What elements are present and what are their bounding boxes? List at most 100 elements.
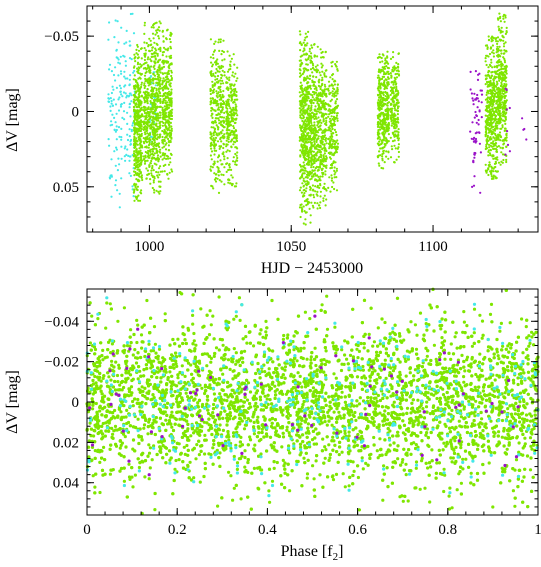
data-point: [299, 114, 302, 117]
data-point: [157, 176, 160, 179]
data-point: [143, 47, 146, 50]
data-point: [168, 38, 171, 41]
data-point: [214, 180, 218, 183]
data-point: [141, 178, 144, 182]
data-point: [138, 173, 141, 176]
data-point: [234, 141, 237, 144]
data-point: [496, 156, 499, 159]
data-point: [319, 175, 322, 178]
series-0: [107, 12, 158, 209]
data-point: [324, 160, 327, 163]
data-point: [333, 143, 336, 146]
data-point: [151, 140, 154, 143]
data-point: [235, 79, 238, 82]
data-point: [313, 124, 316, 127]
data-point: [145, 122, 148, 126]
data-point: [232, 160, 235, 163]
data-point: [305, 97, 308, 100]
data-point: [319, 128, 323, 131]
data-point: [312, 206, 315, 209]
data-point: [133, 126, 136, 129]
data-point: [332, 118, 335, 121]
data-point: [218, 70, 221, 73]
data-point: [336, 142, 340, 145]
data-point: [159, 22, 162, 25]
data-point: [385, 155, 388, 158]
data-point: [136, 185, 139, 188]
data-point: [496, 158, 499, 161]
data-point: [151, 121, 154, 124]
data-point: [134, 172, 137, 175]
data-point: [327, 89, 330, 92]
data-point: [307, 156, 311, 159]
data-point: [498, 79, 501, 82]
data-point: [150, 86, 153, 89]
data-point: [379, 56, 382, 59]
data-point: [376, 155, 379, 158]
data-point: [127, 95, 130, 98]
data-point: [310, 121, 313, 125]
data-point: [232, 133, 235, 136]
data-point: [120, 72, 123, 75]
data-point: [161, 139, 164, 142]
data-point: [134, 103, 137, 107]
data-point: [504, 127, 507, 130]
data-point: [501, 153, 505, 156]
data-point: [232, 127, 236, 130]
data-point: [325, 142, 328, 145]
data-point: [218, 67, 221, 70]
data-point: [386, 50, 389, 53]
data-point: [129, 12, 132, 16]
data-point: [134, 154, 137, 157]
data-point: [310, 153, 313, 156]
data-point: [166, 28, 169, 31]
data-point: [478, 142, 481, 145]
data-point: [157, 144, 160, 147]
data-point: [319, 206, 322, 210]
data-point: [216, 74, 220, 78]
data-point: [319, 160, 322, 163]
data-point: [307, 121, 311, 124]
data-point: [154, 109, 157, 112]
data-point: [318, 149, 321, 152]
data-point: [303, 210, 306, 213]
data-point: [153, 152, 157, 155]
data-point: [327, 115, 330, 118]
data-point: [498, 88, 501, 91]
data-point: [152, 175, 155, 178]
data-point: [153, 128, 156, 132]
data-point: [120, 145, 123, 148]
data-point: [110, 102, 113, 105]
data-point: [222, 119, 225, 122]
data-point: [475, 131, 478, 134]
data-point: [493, 162, 497, 165]
data-point: [319, 91, 322, 94]
data-point: [159, 49, 162, 53]
data-point: [309, 221, 312, 224]
data-point: [387, 157, 390, 160]
data-point: [308, 171, 311, 174]
data-point: [211, 97, 214, 100]
data-point: [153, 134, 156, 137]
data-point: [151, 24, 155, 27]
data-point: [330, 83, 333, 86]
data-point: [320, 135, 323, 138]
data-point: [320, 111, 323, 114]
data-point: [134, 60, 137, 63]
data-point: [138, 88, 141, 91]
data-point: [317, 69, 320, 72]
data-point: [135, 111, 139, 114]
data-point: [165, 81, 168, 84]
data-point: [317, 204, 321, 207]
data-point: [306, 137, 309, 140]
data-point: [320, 101, 323, 105]
data-point: [382, 150, 385, 153]
data-point: [211, 63, 214, 66]
data-point: [379, 98, 382, 101]
data-point: [486, 134, 489, 137]
data-point: [212, 57, 215, 60]
data-point: [234, 137, 237, 140]
data-point: [155, 87, 158, 90]
data-point: [212, 91, 215, 94]
data-point: [300, 203, 303, 206]
